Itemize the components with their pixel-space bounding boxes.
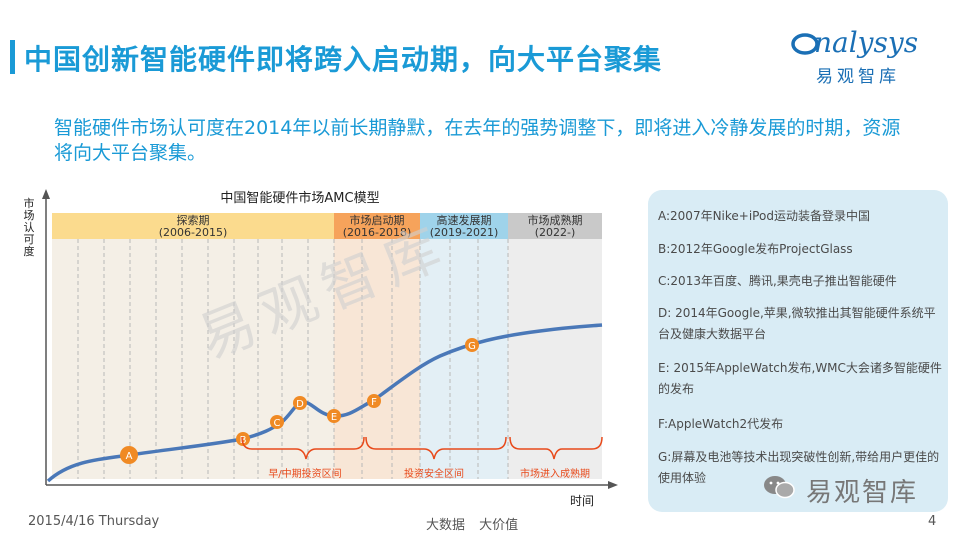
phase-name-growth: 高速发展期 bbox=[437, 213, 492, 227]
footer-slogan: 大数据 大价值 bbox=[426, 518, 519, 533]
phase-name-explore: 探索期 bbox=[177, 213, 210, 227]
phase-years-mature: (2022-) bbox=[535, 226, 576, 239]
phase-years-explore: (2006-2015) bbox=[159, 226, 228, 239]
page-title: 中国创新智能硬件即将跨入启动期，向大平台聚集 bbox=[24, 43, 663, 76]
y-label-char-2: 场 bbox=[24, 208, 35, 222]
phase-name-mature: 市场成熟期 bbox=[528, 213, 583, 227]
y-axis-arrow-icon bbox=[42, 189, 50, 199]
event-g: G:屏幕及电池等技术出现突破性创新,带给用户更佳的使用体验 bbox=[658, 450, 940, 485]
bracket-label-mature: 市场进入成熟期 bbox=[520, 467, 590, 480]
phase-header-growth bbox=[420, 213, 508, 239]
point-e-marker bbox=[327, 409, 341, 423]
bracket-safe bbox=[365, 436, 507, 460]
point-g-label: G bbox=[468, 341, 476, 352]
phase-header-explore bbox=[52, 213, 334, 239]
point-c-label: C bbox=[274, 418, 281, 429]
bracket-label-early-mid: 早/中期投资区间 bbox=[268, 467, 341, 480]
y-label-char-3: 认 bbox=[24, 221, 35, 234]
phase-years-launch: (2016-2018) bbox=[343, 226, 412, 239]
point-b-label: B bbox=[240, 435, 247, 446]
phase-bg-mature bbox=[508, 239, 602, 479]
logo-swoosh-icon bbox=[791, 33, 819, 55]
subtitle: 智能硬件市场认可度在2014年以前长期静默，在去年的强势调整下，即将进入冷静发展… bbox=[54, 117, 901, 164]
point-d-label: D bbox=[296, 399, 304, 410]
point-c-marker bbox=[270, 415, 284, 429]
phase-header-launch bbox=[334, 213, 420, 239]
wechat-icon bbox=[764, 476, 795, 499]
x-axis-label: 时间 bbox=[570, 494, 594, 508]
grid-lines bbox=[77, 239, 509, 479]
point-f-label: F bbox=[371, 397, 377, 408]
bracket-label-safe: 投资安全区间 bbox=[404, 467, 464, 480]
amc-model-diagram: 探索期 (2006-2015) 市场启动期 (2016-2018) 高速发展期 … bbox=[24, 189, 618, 508]
diagram-title: 中国智能硬件市场AMC模型 bbox=[220, 190, 379, 206]
point-g-marker bbox=[465, 338, 479, 352]
event-f: F:AppleWatch2代发布 bbox=[658, 417, 784, 431]
point-a-marker bbox=[120, 446, 138, 464]
amc-curve bbox=[46, 323, 603, 483]
y-label-char-4: 可 bbox=[24, 233, 35, 246]
logo-chinese: 易观智库 bbox=[816, 67, 900, 87]
point-f-marker bbox=[367, 394, 381, 408]
y-label-char-1: 市 bbox=[24, 196, 35, 210]
phase-header-mature bbox=[508, 213, 602, 239]
phase-bg-explore bbox=[52, 239, 334, 479]
phase-years-growth: (2019-2021) bbox=[430, 226, 499, 239]
point-a-label: A bbox=[126, 451, 133, 462]
analysys-logo: nalysys 易观智库 bbox=[790, 26, 940, 87]
wechat-watermark-text: 易观智库 bbox=[806, 478, 919, 508]
events-panel: A:2007年Nike+iPod运动装备登录中国 B:2012年Google发布… bbox=[648, 190, 948, 512]
phase-bg-launch bbox=[334, 239, 420, 479]
title-accent-bar bbox=[10, 40, 15, 74]
event-c: C:2013年百度、腾讯,果壳电子推出智能硬件 bbox=[658, 274, 897, 288]
page-number: 4 bbox=[928, 514, 937, 529]
event-d: D: 2014年Google,苹果,微软推出其智能硬件系统平台及健康大数据平台 bbox=[658, 306, 936, 341]
point-b-marker bbox=[236, 432, 250, 446]
point-d-marker bbox=[293, 396, 307, 410]
logo-wordmark: nalysys bbox=[814, 26, 919, 59]
phase-name-launch: 市场启动期 bbox=[350, 213, 405, 227]
y-label-char-5: 度 bbox=[24, 244, 35, 258]
event-b: B:2012年Google发布ProjectGlass bbox=[658, 242, 853, 256]
bracket-mature bbox=[509, 436, 603, 460]
bracket-early-mid bbox=[241, 436, 365, 460]
event-a: A:2007年Nike+iPod运动装备登录中国 bbox=[658, 209, 870, 223]
footer-date: 2015/4/16 Thursday bbox=[28, 514, 160, 529]
x-axis-arrow-icon bbox=[608, 481, 618, 489]
event-e: E: 2015年AppleWatch发布,WMC大会诸多智能硬件的发布 bbox=[658, 361, 942, 396]
point-e-label: E bbox=[331, 412, 337, 423]
